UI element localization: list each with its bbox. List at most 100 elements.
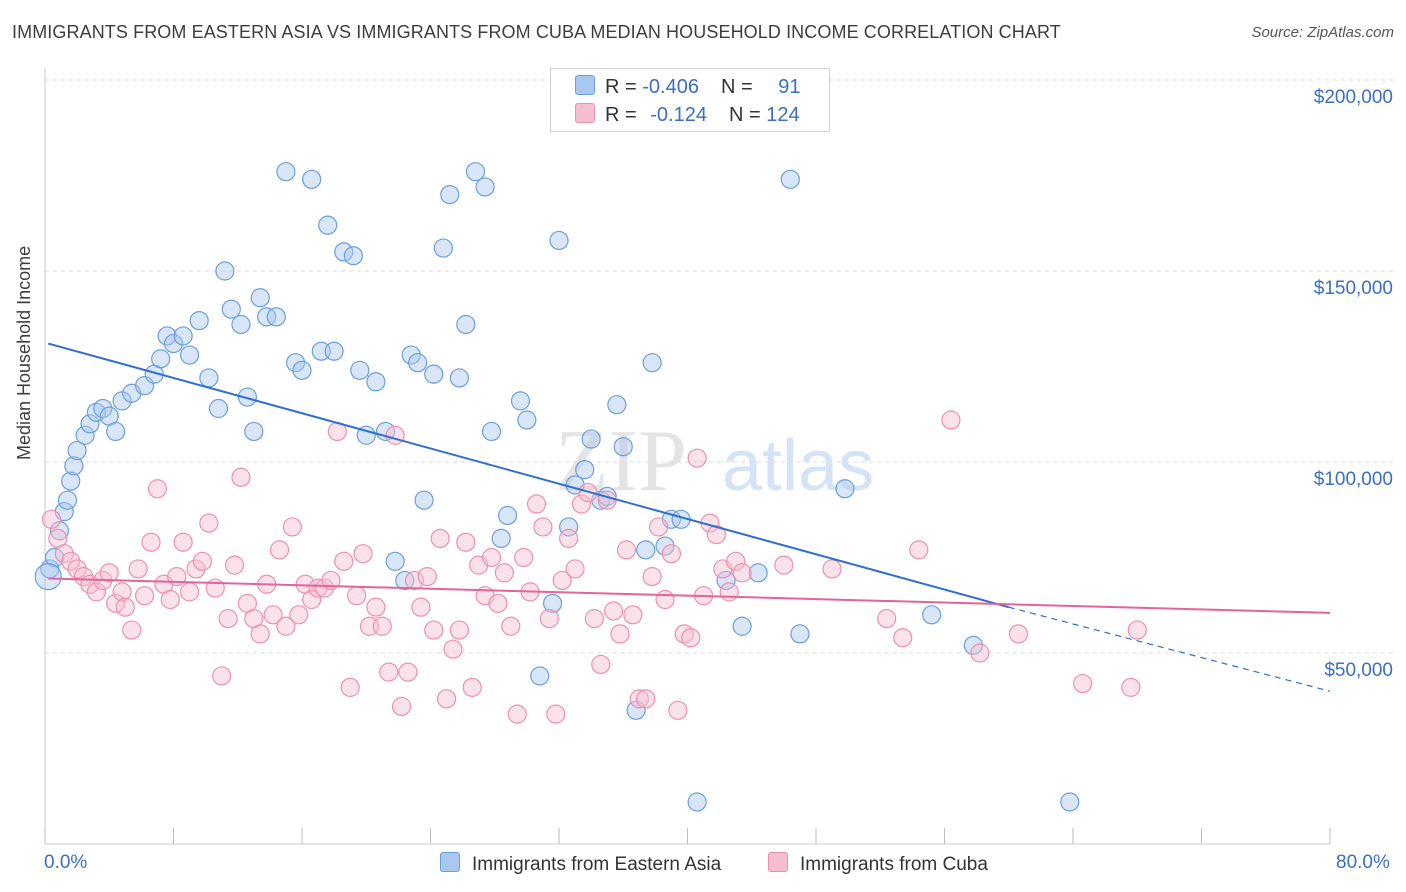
blue-swatch-icon: [440, 852, 460, 872]
pink-point: [86, 582, 107, 602]
pink-point: [276, 616, 296, 636]
pink-point: [726, 551, 746, 571]
blue-point: [343, 246, 363, 266]
pink-point: [546, 704, 566, 724]
blue-point: [607, 395, 627, 415]
blue-point: [517, 410, 537, 430]
pink-point: [604, 601, 624, 621]
pink-point: [648, 517, 669, 537]
pink-point: [597, 490, 617, 510]
stats-legend-row-cuba: R = -0.124 N = 124: [575, 103, 800, 127]
pink-point: [893, 628, 913, 648]
pink-point: [250, 624, 270, 644]
y-tick-label-100000: $100,000: [1313, 469, 1393, 490]
pink-point: [391, 696, 412, 717]
watermark-atlas: atlas: [722, 426, 874, 506]
blue-point: [350, 360, 370, 380]
n-label: N =: [720, 76, 759, 98]
blue-point: [510, 391, 531, 411]
pink-point: [571, 494, 592, 514]
y-tick-label-200000: $200,000: [1313, 87, 1393, 108]
pink-point: [909, 540, 929, 560]
pink-point: [160, 589, 180, 610]
pink-point: [462, 677, 482, 697]
blue-point: [424, 364, 444, 384]
watermark-zip: ZIP: [555, 413, 687, 510]
blue-point: [922, 605, 942, 625]
blue-point: [835, 479, 855, 499]
pink-swatch-icon: [575, 103, 595, 123]
pink-point: [822, 559, 842, 579]
pink-point: [501, 616, 521, 636]
pink-point: [122, 620, 142, 640]
pink-point: [732, 563, 752, 583]
pink-point: [205, 578, 225, 598]
n-label: N =: [728, 104, 767, 126]
pink-point: [314, 578, 335, 598]
pink-point: [661, 544, 682, 564]
blue-point: [324, 341, 344, 361]
pink-point: [112, 582, 132, 602]
blue-trend-line: [47, 342, 1010, 609]
pink-point: [488, 593, 508, 613]
pink-point: [353, 544, 373, 564]
blue-point: [215, 261, 235, 281]
x-tick-label-max: 80.0%: [1336, 852, 1390, 873]
pink-point: [1073, 673, 1093, 694]
blue-point: [575, 460, 595, 480]
blue-point: [67, 440, 87, 461]
pink-point: [73, 566, 94, 587]
pink-point: [449, 620, 470, 640]
pink-point: [128, 559, 148, 579]
pink-point: [347, 586, 367, 606]
blue-point: [498, 505, 518, 526]
blue-swatch-icon: [575, 75, 595, 95]
pink-point: [186, 559, 206, 579]
x-tick-label-min: 0.0%: [44, 852, 88, 873]
blue-point: [61, 471, 81, 491]
pink-point: [199, 513, 219, 533]
pink-point: [1008, 624, 1028, 644]
blue-point: [189, 311, 209, 331]
blue-point: [250, 288, 270, 308]
pink-point: [655, 589, 675, 610]
pink-point: [282, 517, 302, 537]
blue-point: [748, 563, 768, 583]
pink-point: [706, 524, 727, 545]
pink-point: [41, 509, 62, 529]
pink-point: [147, 479, 168, 499]
blue-point: [292, 360, 312, 380]
pink-point: [430, 528, 450, 549]
pink-point: [398, 662, 418, 682]
pink-point: [372, 616, 392, 636]
legend-item-eastern-asia: Immigrants from Eastern Asia: [440, 852, 721, 876]
pink-point: [231, 467, 251, 487]
pink-point: [106, 593, 126, 613]
y-tick-label-50000: $50,000: [1324, 660, 1393, 681]
pink-point: [629, 689, 649, 709]
y-axis-label: Median Household Income: [14, 245, 34, 460]
blue-point: [465, 162, 486, 182]
legend-label: Immigrants from Cuba: [800, 854, 988, 875]
blue-point: [257, 307, 277, 327]
blue-point: [530, 666, 550, 686]
pink-point: [610, 624, 630, 644]
pink-point: [61, 551, 81, 571]
pink-point: [269, 540, 290, 560]
blue-point: [385, 551, 405, 571]
pink-point: [115, 597, 135, 617]
blue-point: [49, 521, 70, 541]
pink-point: [584, 609, 604, 629]
stats-legend: R = -0.406 N = 91 R = -0.124 N = 124: [550, 68, 830, 132]
pink-point: [559, 528, 579, 549]
pink-point: [212, 666, 232, 686]
pink-point: [642, 566, 662, 587]
blue-point: [57, 490, 78, 510]
blue-point: [366, 372, 386, 392]
blue-point: [199, 368, 219, 388]
r-value: -0.124: [650, 104, 707, 126]
pink-point: [539, 609, 559, 629]
blue-point: [449, 368, 470, 388]
blue-point: [636, 540, 656, 560]
pink-point: [456, 532, 476, 552]
